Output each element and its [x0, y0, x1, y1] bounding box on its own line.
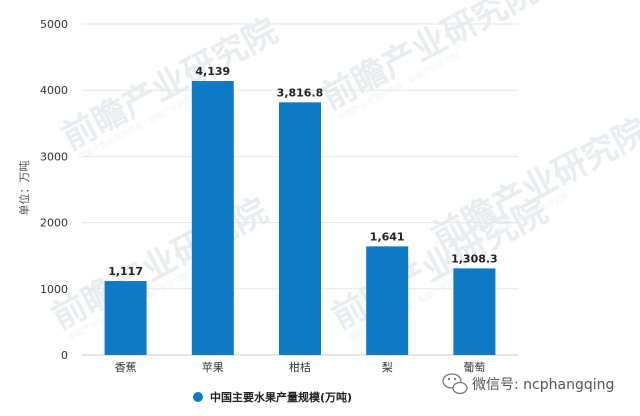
bar — [366, 246, 409, 355]
y-tick-label: 1000 — [40, 283, 68, 296]
bars — [104, 80, 496, 355]
y-tick-label: 0 — [61, 349, 68, 362]
data-label: 4,139 — [195, 65, 230, 78]
y-axis: 0 1000 2000 3000 4000 5000 — [40, 18, 68, 362]
y-tick-label: 5000 — [40, 18, 68, 31]
x-category-label: 葡萄 — [463, 361, 485, 374]
y-tick-label: 2000 — [40, 217, 68, 230]
legend-marker — [193, 392, 203, 402]
bar — [104, 281, 147, 355]
y-tick-label: 4000 — [40, 84, 68, 97]
x-category-label: 柑桔 — [289, 360, 311, 374]
watermark-text: 前瞻产业研究院 — [45, 191, 274, 338]
wechat-badge: 微信号: ncphangqing — [442, 373, 614, 395]
data-label: 1,308.3 — [451, 252, 498, 265]
legend-label: 中国主要水果产量规模(万吨) — [210, 390, 352, 404]
data-label: 1,641 — [370, 230, 405, 243]
x-category-label: 苹果 — [202, 360, 224, 374]
x-category-label: 香蕉 — [115, 361, 137, 374]
data-label: 3,816.8 — [277, 86, 324, 99]
legend: 中国主要水果产量规模(万吨) — [193, 390, 352, 404]
y-axis-title: 单位：万吨 — [17, 161, 31, 216]
data-label: 1,117 — [108, 265, 143, 278]
data-labels: 1,117 4,139 3,816.8 1,641 1,308.3 — [108, 65, 498, 278]
bar — [191, 80, 234, 355]
wechat-icon — [442, 373, 468, 395]
x-axis: 香蕉 苹果 柑桔 梨 葡萄 — [115, 360, 486, 374]
wechat-id-label: 微信号: ncphangqing — [472, 377, 614, 393]
watermark-text: 前瞻产业研究院 — [55, 11, 284, 158]
watermark-text: 前瞻产业研究院 — [315, 0, 544, 118]
x-category-label: 梨 — [382, 360, 393, 374]
bar — [279, 102, 321, 355]
y-tick-label: 3000 — [40, 150, 68, 163]
bar — [453, 268, 496, 355]
